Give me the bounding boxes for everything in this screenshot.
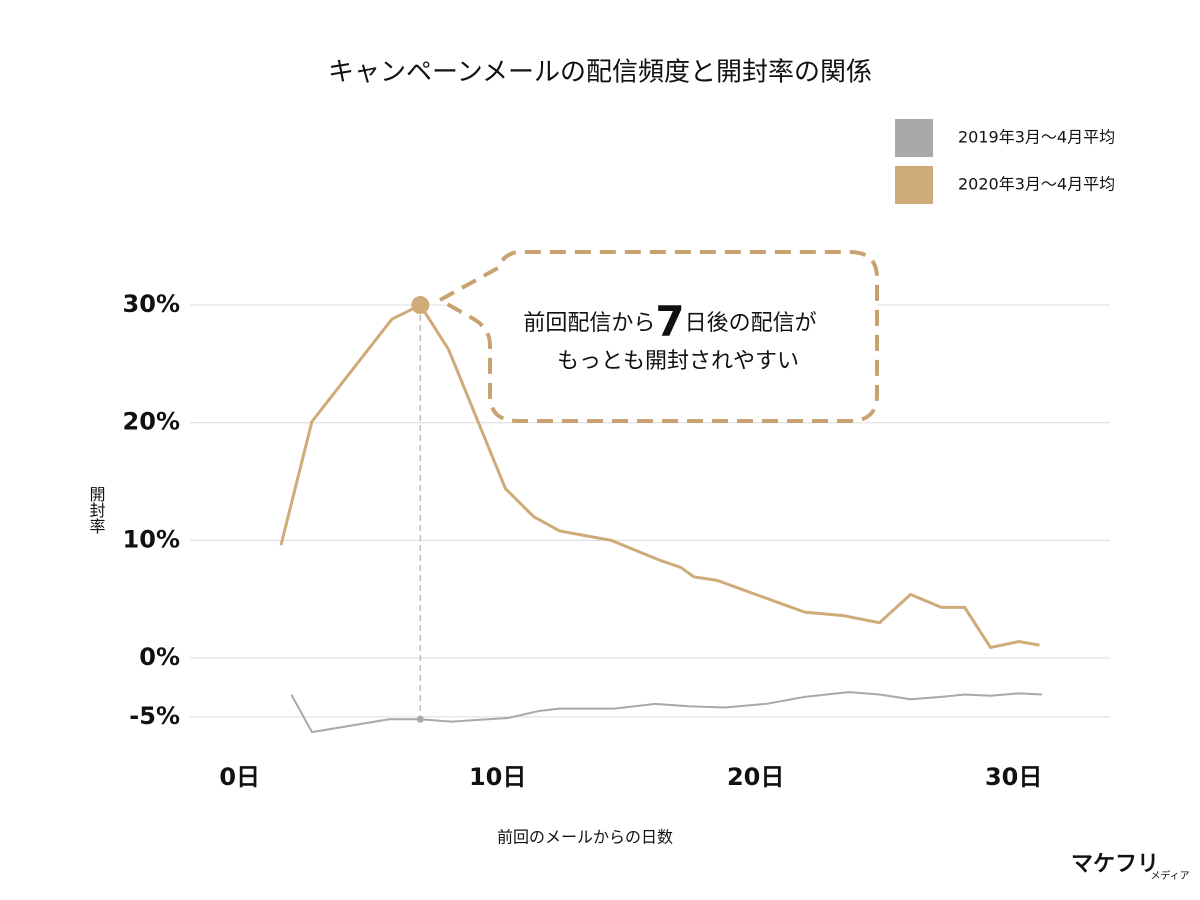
legend-label: 2019年3月〜4月平均 — [958, 128, 1115, 147]
series-line — [279, 303, 1040, 650]
legend-swatch — [895, 166, 933, 204]
annotation-text: 日後の配信が — [685, 311, 817, 336]
x-tick-label: 0日 — [219, 763, 260, 791]
annotation-line1: 前回配信から7日後の配信が — [523, 297, 816, 346]
callout-box — [435, 250, 879, 423]
x-tick-label: 30日 — [985, 763, 1042, 791]
legend-label: 2020年3月〜4月平均 — [958, 175, 1115, 194]
series-line — [290, 691, 1043, 734]
chart-title: キャンペーンメールの配信頻度と開封率の関係 — [328, 58, 872, 88]
peak-marker — [411, 296, 430, 315]
logo: マケフリ — [1071, 852, 1159, 877]
y-tick-label: 20% — [123, 408, 180, 436]
peak-marker — [416, 715, 424, 723]
annotation-text: 前回配信から — [523, 311, 655, 336]
logo-sub: メディア — [1150, 869, 1189, 882]
annotation-number: 7 — [655, 297, 684, 346]
y-tick-label: 30% — [123, 290, 180, 318]
x-tick-label: 20日 — [727, 763, 784, 791]
y-tick-label: 0% — [139, 643, 180, 671]
x-axis-label: 前回のメールからの日数 — [497, 828, 673, 847]
y-axis-label: 開封率 — [87, 486, 106, 534]
annotation-line2: もっとも開封されやすい — [557, 349, 799, 374]
y-tick-label: -5% — [129, 702, 180, 730]
x-tick-label: 10日 — [469, 763, 526, 791]
legend-swatch — [895, 119, 933, 157]
y-tick-label: 10% — [123, 525, 180, 553]
